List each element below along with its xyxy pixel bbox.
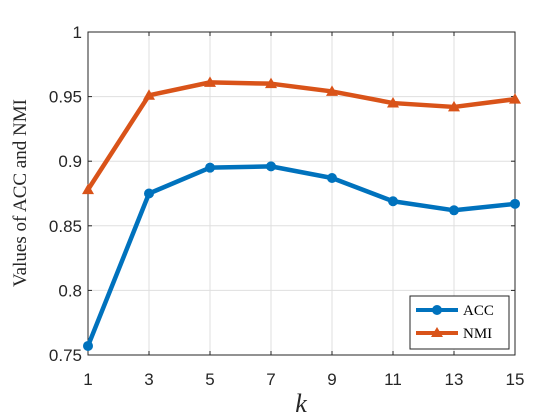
y-tick-label: 0.85 (49, 217, 82, 236)
data-point-acc (144, 188, 154, 199)
series-group (82, 76, 521, 351)
data-point-nmi (326, 85, 338, 96)
x-tick-labels: 1 3 5 7 9 11 13 15 (83, 370, 524, 389)
legend-box (409, 295, 510, 350)
data-point-nmi (143, 89, 155, 100)
data-point-acc (266, 161, 276, 172)
x-tick-label: 11 (384, 370, 402, 389)
y-axis-label: Values of ACC and NMI (10, 99, 31, 287)
x-tick-label: 3 (144, 370, 153, 389)
legend-label-acc: ACC (463, 303, 494, 319)
y-tick-labels: 0.75 0.8 0.85 0.9 0.95 1 (49, 23, 82, 365)
series-line-nmi (86, 80, 516, 191)
data-point-nmi (387, 97, 399, 108)
data-point-acc (327, 172, 337, 183)
x-tick-label: 9 (327, 370, 336, 389)
legend-marker-nmi (431, 327, 443, 337)
legend-marker-acc (432, 305, 442, 315)
x-tick-label: 1 (83, 370, 92, 389)
x-tick-label: 5 (205, 370, 214, 389)
y-tick-label: 0.8 (58, 281, 82, 300)
x-tick-label: 7 (266, 370, 275, 389)
data-point-acc (205, 162, 215, 173)
x-axis-label: k (295, 389, 307, 418)
legend: ACC NMI (409, 295, 510, 350)
data-point-acc (449, 205, 459, 216)
data-point-nmi (265, 77, 277, 89)
y-tick-label: 0.75 (49, 346, 82, 365)
x-tick-label: 13 (445, 370, 464, 389)
series-line-acc (85, 164, 516, 347)
legend-label-nmi: NMI (463, 326, 492, 342)
axis-ticks (87, 31, 516, 356)
y-tick-label: 0.95 (49, 88, 82, 107)
y-tick-label: 1 (73, 23, 82, 42)
data-point-nmi (509, 93, 521, 104)
data-point-acc (388, 196, 398, 207)
data-point-nmi (448, 100, 460, 112)
data-point-acc (510, 198, 520, 209)
data-point-acc (83, 340, 93, 351)
data-point-nmi (204, 76, 216, 87)
data-point-nmi (82, 183, 94, 195)
y-tick-label: 0.9 (58, 152, 82, 171)
x-tick-label: 15 (506, 370, 525, 389)
